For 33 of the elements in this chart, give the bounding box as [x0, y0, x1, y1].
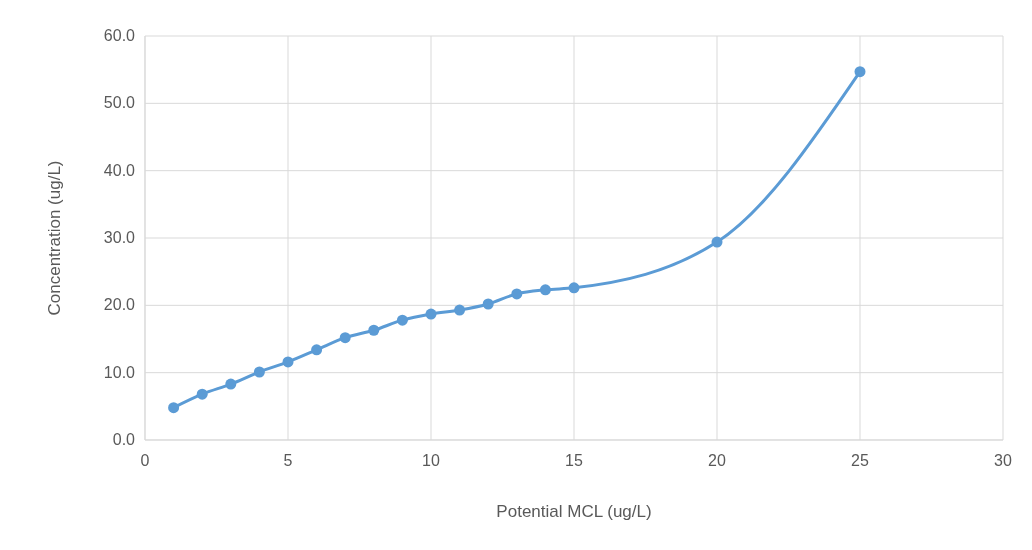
point: [854, 66, 866, 78]
x-tick-label: 5: [283, 452, 293, 469]
x-tick-label: 10: [422, 452, 440, 469]
y-tick-label: 40.0: [103, 161, 136, 179]
x-tick-label: 20: [708, 452, 726, 469]
y-tick-label: 20.0: [103, 296, 136, 314]
point: [454, 304, 466, 316]
point: [168, 402, 180, 414]
point: [425, 308, 437, 320]
point: [396, 314, 408, 326]
x-tick-label: 25: [851, 452, 869, 469]
x-tick-label: 30: [994, 452, 1012, 469]
y-tick-label: 0.0: [112, 431, 136, 448]
y-tick-label: 60.0: [103, 27, 136, 44]
point: [368, 324, 380, 336]
point: [711, 236, 723, 248]
point: [568, 282, 580, 294]
point: [539, 284, 551, 296]
point: [511, 288, 523, 300]
point: [196, 388, 208, 400]
point: [253, 366, 265, 378]
x-axis-title: Potential MCL (ug/L): [496, 502, 652, 521]
y-axis-title: Concentration (ug/L): [45, 160, 64, 316]
y-tick-label: 50.0: [103, 94, 136, 112]
point: [225, 378, 237, 390]
point: [311, 344, 323, 356]
point: [339, 332, 351, 344]
y-tick-label: 30.0: [103, 229, 136, 246]
point: [282, 356, 294, 368]
x-tick-label: 0: [140, 452, 150, 469]
point: [482, 298, 494, 310]
x-tick-label: 15: [565, 452, 583, 469]
y-tick-label: 10.0: [103, 363, 136, 381]
